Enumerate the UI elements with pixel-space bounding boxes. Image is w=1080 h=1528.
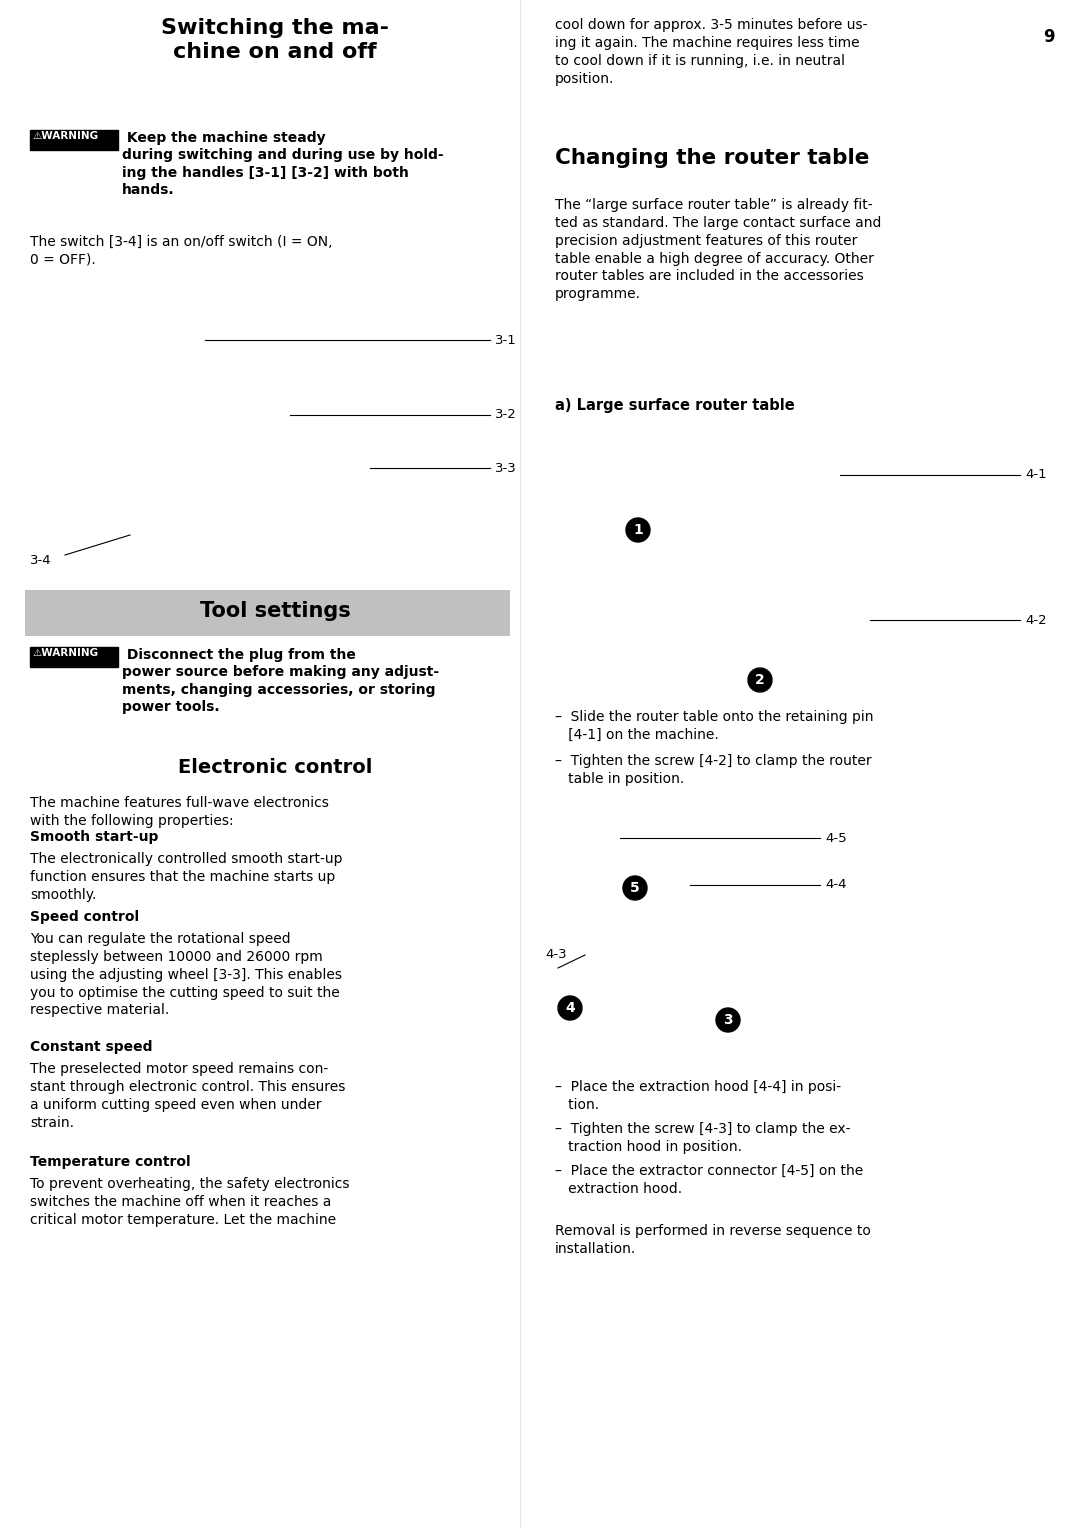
Text: cool down for approx. 3-5 minutes before us-
ing it again. The machine requires : cool down for approx. 3-5 minutes before…	[555, 18, 867, 86]
Text: –  Tighten the screw [4-2] to clamp the router
   table in position.: – Tighten the screw [4-2] to clamp the r…	[555, 753, 872, 785]
Text: The “large surface router table” is already fit-
ted as standard. The large cont: The “large surface router table” is alre…	[555, 199, 881, 301]
Text: 2: 2	[755, 672, 765, 688]
FancyBboxPatch shape	[30, 130, 118, 150]
Text: To prevent overheating, the safety electronics
switches the machine off when it : To prevent overheating, the safety elect…	[30, 1177, 350, 1227]
Text: –  Tighten the screw [4-3] to clamp the ex-
   traction hood in position.: – Tighten the screw [4-3] to clamp the e…	[555, 1122, 851, 1154]
Circle shape	[716, 1008, 740, 1031]
Text: The machine features full-wave electronics
with the following properties:: The machine features full-wave electroni…	[30, 796, 329, 828]
FancyBboxPatch shape	[30, 646, 118, 668]
Text: Changing the router table: Changing the router table	[555, 148, 869, 168]
Text: –  Place the extraction hood [4-4] in posi-
   tion.: – Place the extraction hood [4-4] in pos…	[555, 1080, 841, 1112]
Text: Removal is performed in reverse sequence to
installation.: Removal is performed in reverse sequence…	[555, 1224, 870, 1256]
Text: 4-5: 4-5	[825, 831, 847, 845]
Text: 4-1: 4-1	[1025, 469, 1047, 481]
Text: Disconnect the plug from the
power source before making any adjust-
ments, chang: Disconnect the plug from the power sourc…	[122, 648, 440, 714]
Text: Keep the machine steady
during switching and during use by hold-
ing the handles: Keep the machine steady during switching…	[122, 131, 444, 197]
Text: 4: 4	[565, 1001, 575, 1015]
Text: The electronically controlled smooth start-up
function ensures that the machine : The electronically controlled smooth sta…	[30, 853, 342, 902]
Text: ⚠WARNING: ⚠WARNING	[32, 131, 98, 141]
Text: 3-2: 3-2	[495, 408, 516, 422]
Bar	[25, 590, 510, 636]
Circle shape	[623, 876, 647, 900]
Text: Temperature control: Temperature control	[30, 1155, 191, 1169]
Text: a) Large surface router table: a) Large surface router table	[555, 397, 795, 413]
Circle shape	[626, 518, 650, 542]
Text: Speed control: Speed control	[30, 911, 139, 924]
Text: 5: 5	[630, 882, 639, 895]
Text: Tool settings: Tool settings	[200, 601, 350, 620]
Text: –  Slide the router table onto the retaining pin
   [4-1] on the machine.: – Slide the router table onto the retain…	[555, 711, 874, 743]
Text: 4-2: 4-2	[1025, 614, 1047, 626]
Text: 4-4: 4-4	[825, 879, 847, 891]
Text: The switch [3-4] is an on/off switch (I = ON,
0 = OFF).: The switch [3-4] is an on/off switch (I …	[30, 235, 333, 267]
Text: –  Place the extractor connector [4-5] on the
   extraction hood.: – Place the extractor connector [4-5] on…	[555, 1164, 863, 1196]
Text: 3-4: 3-4	[30, 553, 52, 567]
Text: Smooth start-up: Smooth start-up	[30, 830, 159, 843]
Text: Electronic control: Electronic control	[178, 758, 373, 778]
Text: The preselected motor speed remains con-
stant through electronic control. This : The preselected motor speed remains con-…	[30, 1062, 346, 1129]
Text: 4-3: 4-3	[545, 949, 567, 961]
Text: Constant speed: Constant speed	[30, 1041, 152, 1054]
Text: 3: 3	[724, 1013, 733, 1027]
Text: You can regulate the rotational speed
steplessly between 10000 and 26000 rpm
usi: You can regulate the rotational speed st…	[30, 932, 342, 1018]
Text: 1: 1	[633, 523, 643, 536]
Text: 9: 9	[1043, 28, 1055, 46]
Circle shape	[748, 668, 772, 692]
Text: Switching the ma-
chine on and off: Switching the ma- chine on and off	[161, 18, 389, 63]
Text: 3-1: 3-1	[495, 333, 516, 347]
Circle shape	[558, 996, 582, 1021]
Text: ⚠WARNING: ⚠WARNING	[32, 648, 98, 659]
Text: 3-3: 3-3	[495, 461, 516, 475]
